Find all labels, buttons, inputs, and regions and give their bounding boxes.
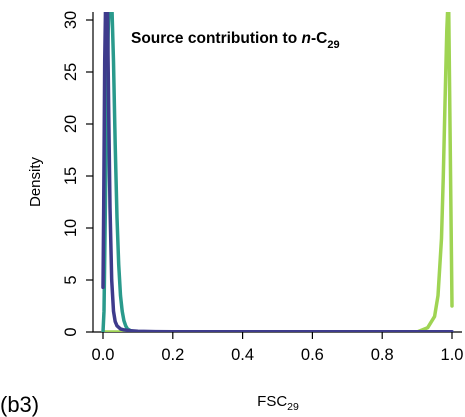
y-tick-label-6: 30 (62, 11, 80, 29)
y-tick-label-3: 15 (62, 167, 80, 185)
chart-title-italic: n (302, 30, 311, 47)
y-tick-label-0: 0 (62, 327, 80, 336)
x-axis: 0.0 0.2 0.4 0.6 0.8 1.0 (92, 332, 464, 364)
y-tick-label-4: 20 (62, 115, 80, 133)
x-tick-label-2: 0.4 (231, 346, 254, 364)
x-axis-title-base: FSC (257, 393, 287, 410)
x-tick-label-1: 0.2 (161, 346, 184, 364)
x-tick-label-5: 1.0 (441, 346, 464, 364)
y-tick-label-2: 10 (62, 219, 80, 237)
y-tick-label-1: 5 (62, 275, 80, 284)
x-tick-label-4: 0.8 (371, 346, 394, 364)
chart-title-subscript: 29 (327, 39, 339, 51)
x-axis-title-subscript: 29 (287, 401, 299, 413)
x-tick-label-3: 0.6 (301, 346, 324, 364)
panel-label: (b3) (0, 392, 39, 417)
series-line-1 (101, 12, 454, 332)
x-axis-title: FSC29 (257, 393, 299, 413)
y-axis-title: Density (27, 156, 44, 207)
x-tick-label-0: 0.0 (92, 346, 115, 364)
plot-frame (92, 12, 462, 333)
series-line-2 (101, 12, 454, 332)
series-line-0 (101, 12, 454, 332)
chart-title-mid: -C (311, 30, 327, 47)
series-layer (101, 12, 454, 332)
chart-title-prefix: Source contribution to (131, 30, 302, 47)
y-tick-label-5: 25 (62, 63, 80, 81)
y-axis: 0 5 10 15 20 25 30 (62, 11, 93, 337)
chart-title: Source contribution to n-C29 (131, 30, 340, 51)
